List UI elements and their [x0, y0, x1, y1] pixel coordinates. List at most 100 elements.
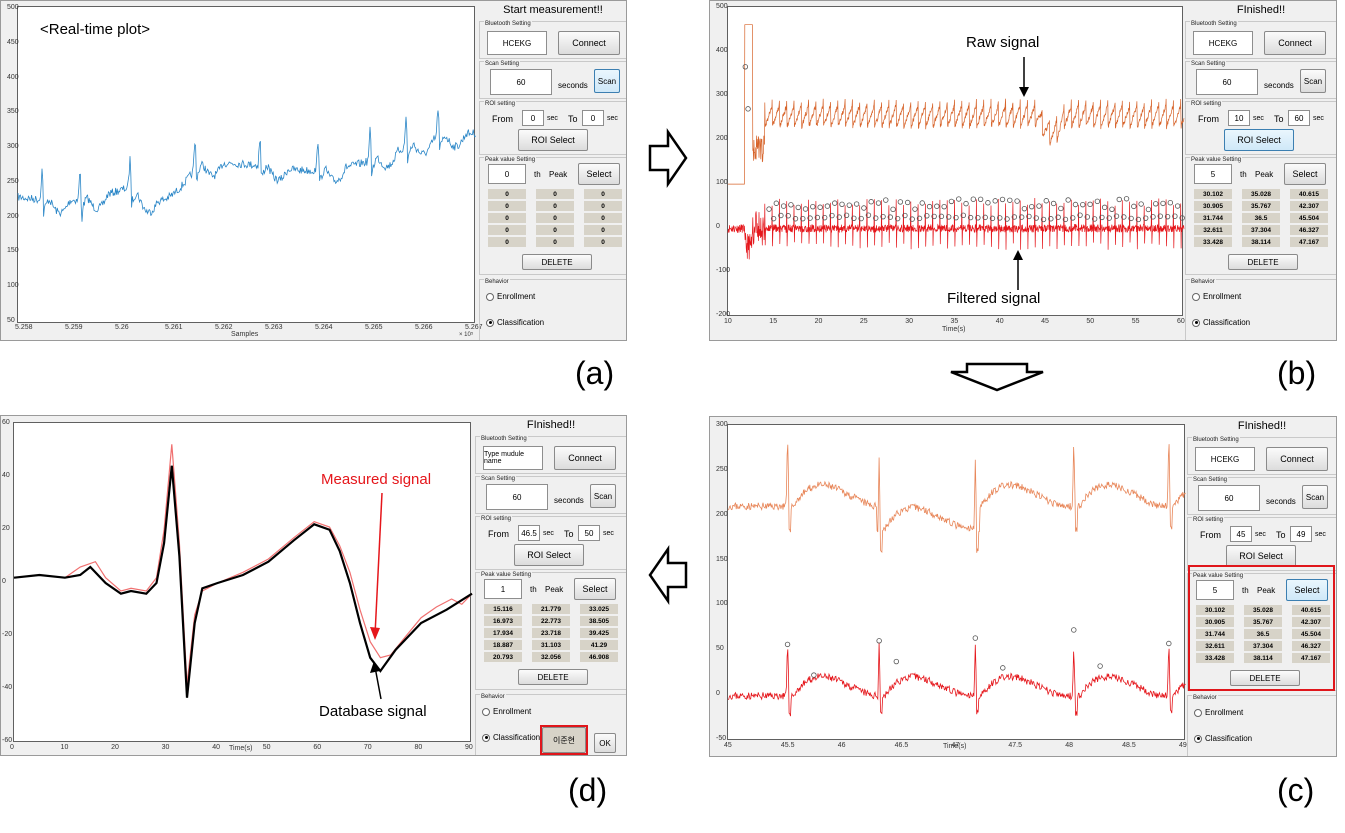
- roi-group-label: ROI setting: [480, 516, 513, 522]
- scan-seconds-input[interactable]: 60: [1198, 485, 1260, 511]
- roi-select-button[interactable]: ROI Select: [514, 544, 584, 566]
- classification-radio[interactable]: Classification: [486, 318, 544, 327]
- peak-select-button[interactable]: Select: [1284, 163, 1326, 185]
- x-tick-label: 15: [769, 318, 778, 325]
- roi-from-input[interactable]: 46.5: [518, 525, 540, 541]
- th-label: th: [1240, 170, 1247, 179]
- peak-marker: [1166, 640, 1172, 647]
- classification-radio[interactable]: Classification: [482, 733, 540, 742]
- peak-marker: [784, 641, 791, 648]
- enrollment-radio[interactable]: Enrollment: [1194, 708, 1243, 717]
- result-name-button[interactable]: 이준현: [542, 727, 586, 753]
- classification-radio[interactable]: Classification: [1192, 318, 1250, 327]
- peak-value-cell: 37.304: [1244, 641, 1282, 651]
- y-tick-label: -20: [2, 631, 13, 638]
- delete-button[interactable]: DELETE: [1230, 670, 1300, 686]
- peak-marker: [924, 213, 930, 219]
- scan-seconds-input[interactable]: 60: [486, 484, 548, 510]
- peak-marker: [960, 212, 966, 219]
- peak-value-cell: 35.767: [1244, 617, 1282, 627]
- connect-button[interactable]: Connect: [554, 446, 616, 470]
- peak-select-button[interactable]: Select: [1286, 579, 1328, 601]
- peak-marker: [934, 203, 940, 209]
- connect-button[interactable]: Connect: [1264, 31, 1326, 55]
- bluetooth-name-input[interactable]: Type mudule name: [483, 446, 543, 470]
- peak-marker: [1138, 201, 1144, 207]
- peak-index-input[interactable]: 5: [1196, 580, 1234, 600]
- peak-value-cell: 45.504: [1292, 629, 1330, 639]
- roi-from-input[interactable]: 0: [522, 110, 544, 126]
- control-panel-a: Start measurement!! Bluetooth Setting HCEK…: [479, 1, 626, 340]
- peak-value-cell: 16.973: [484, 616, 522, 626]
- peak-marker: [1109, 206, 1115, 212]
- ok-button[interactable]: OK: [594, 733, 616, 753]
- x-tick-label: 60: [1177, 318, 1185, 325]
- peak-value-cell: 23.718: [532, 628, 570, 638]
- bluetooth-name-input[interactable]: HCEKG: [487, 31, 547, 55]
- plot-title-a: <Real-time plot>: [40, 21, 151, 38]
- peak-marker: [883, 197, 889, 203]
- delete-button[interactable]: DELETE: [518, 669, 588, 685]
- scan-seconds-input[interactable]: 60: [1196, 69, 1258, 95]
- scan-button[interactable]: Scan: [590, 484, 616, 508]
- roi-to-input[interactable]: 49: [1290, 526, 1312, 542]
- th-label: th: [530, 585, 537, 594]
- enrollment-radio[interactable]: Enrollment: [486, 292, 535, 301]
- peak-index-input[interactable]: 0: [488, 164, 526, 184]
- measured-signal-label: Measured signal: [321, 471, 432, 488]
- peak-marker: [1145, 206, 1152, 213]
- peak-value-cell: 0: [488, 201, 526, 211]
- peak-index-input[interactable]: 1: [484, 579, 522, 599]
- peak-marker: [1174, 203, 1181, 209]
- peak-index-input[interactable]: 5: [1194, 164, 1232, 184]
- bluetooth-name-input[interactable]: HCEKG: [1195, 447, 1255, 471]
- scan-group: Scan Setting 60 seconds Scan: [479, 61, 626, 99]
- roi-to-input[interactable]: 60: [1288, 110, 1310, 126]
- sec-label-1: sec: [543, 530, 554, 537]
- peak-marker: [1099, 214, 1105, 221]
- peak-marker: [807, 215, 813, 221]
- scan-button[interactable]: Scan: [594, 69, 620, 93]
- peak-marker: [1058, 205, 1064, 212]
- x-tick-label: 5.266: [415, 324, 433, 331]
- delete-button[interactable]: DELETE: [1228, 254, 1298, 270]
- roi-select-button[interactable]: ROI Select: [1226, 545, 1296, 567]
- scan-button[interactable]: Scan: [1302, 485, 1328, 509]
- roi-select-button[interactable]: ROI Select: [1224, 129, 1294, 151]
- peak-marker: [800, 215, 806, 222]
- x-tick-label: 5.259: [65, 324, 83, 331]
- scan-seconds-input[interactable]: 60: [490, 69, 552, 95]
- roi-from-input[interactable]: 45: [1230, 526, 1252, 542]
- peak-select-button[interactable]: Select: [574, 578, 616, 600]
- peak-value-cell: 46.327: [1292, 641, 1330, 651]
- roi-select-button[interactable]: ROI Select: [518, 129, 588, 151]
- y-tick-label: 100: [716, 179, 728, 186]
- peak-marker: [938, 213, 945, 220]
- peak-group: Peak value Setting 5 th Peak Select 30.102 35.…: [1185, 157, 1336, 275]
- y-tick-label: -100: [716, 267, 731, 274]
- roi-to-input[interactable]: 50: [578, 525, 600, 541]
- peak-select-button[interactable]: Select: [578, 163, 620, 185]
- scan-group-label: Scan Setting: [480, 476, 517, 482]
- bluetooth-name-input[interactable]: HCEKG: [1193, 31, 1253, 55]
- peak-marker: [970, 196, 977, 202]
- enrollment-radio[interactable]: Enrollment: [482, 707, 531, 716]
- delete-button[interactable]: DELETE: [522, 254, 592, 270]
- connect-button[interactable]: Connect: [558, 31, 620, 55]
- classification-radio[interactable]: Classification: [1194, 734, 1252, 743]
- peak-value-cell: 32.611: [1194, 225, 1232, 235]
- y-tick-label: 300: [7, 143, 19, 151]
- peak-value-cell: 38.505: [580, 616, 618, 626]
- peak-value-cell: 32.611: [1196, 641, 1234, 651]
- peak-marker: [890, 206, 896, 213]
- peak-marker: [1050, 200, 1057, 207]
- connect-button[interactable]: Connect: [1266, 447, 1328, 471]
- enrollment-radio[interactable]: Enrollment: [1192, 292, 1241, 301]
- x-tick-label: 45: [1041, 318, 1049, 325]
- control-panel-d: FInished!! Bluetooth Setting Type mudule n…: [475, 416, 626, 755]
- roi-from-input[interactable]: 10: [1228, 110, 1250, 126]
- peak-marker: [876, 638, 882, 644]
- roi-to-input[interactable]: 0: [582, 110, 604, 126]
- scan-button[interactable]: Scan: [1300, 69, 1326, 93]
- to-label: To: [564, 529, 574, 539]
